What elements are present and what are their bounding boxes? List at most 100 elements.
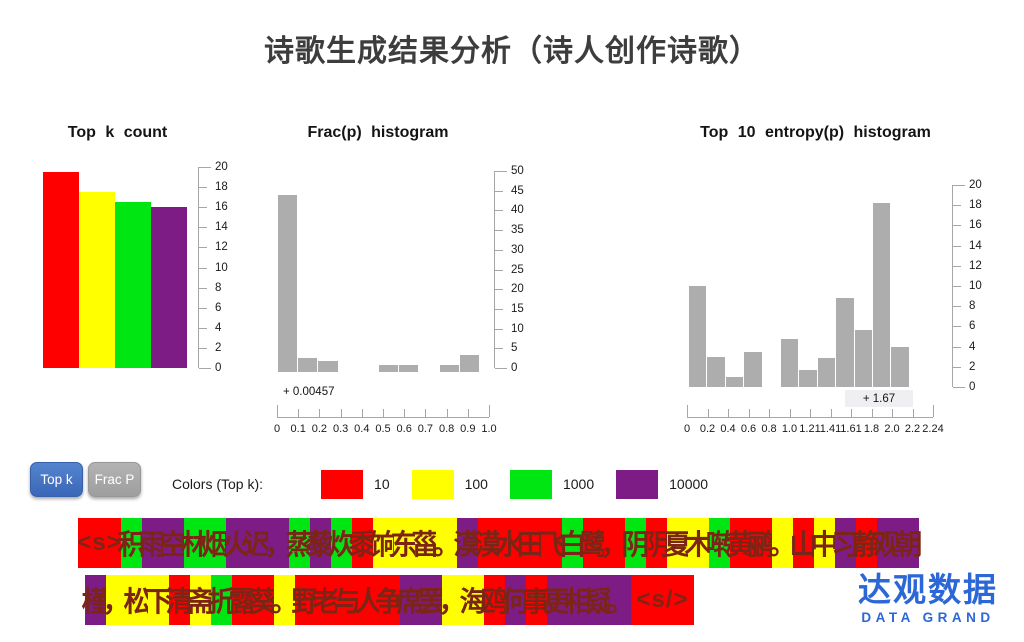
x-tick xyxy=(851,409,852,417)
y-tick-label: 15 xyxy=(511,302,524,315)
topk-bars xyxy=(43,167,189,368)
x-tick-label: 0.6 xyxy=(396,423,412,435)
topk-bar-10 xyxy=(43,172,79,368)
y-tick xyxy=(199,327,207,329)
y-tick-label: 18 xyxy=(969,199,982,212)
poem-char: 。 xyxy=(769,518,797,568)
y-tick-label: 20 xyxy=(511,283,524,296)
topk-button[interactable]: Top k xyxy=(30,462,83,497)
poem-char: 东 xyxy=(391,518,419,568)
poem-char: 海 xyxy=(460,575,488,625)
entropy-x-axis: 0 0.2 0.4 0.6 0.8 1.0 1.21 1.41 1.61 1.8 2.0 2.2 2.2… xyxy=(684,405,944,435)
x-tick-label: 2.0 xyxy=(884,423,900,435)
histogram-bar xyxy=(798,370,818,387)
logo-english-name: DATA GRAND xyxy=(861,610,995,625)
histogram-bar xyxy=(871,203,892,387)
x-tick xyxy=(277,405,278,417)
y-tick-label: 6 xyxy=(969,320,976,333)
poem-char: 木 xyxy=(685,518,713,568)
y-tick-label: 10 xyxy=(969,280,982,292)
poem-char: 藜 xyxy=(307,518,335,568)
x-tick xyxy=(383,409,384,417)
y-axis-line xyxy=(494,171,495,368)
y-tick-label: 8 xyxy=(969,300,976,313)
poem-char: ， xyxy=(601,518,629,568)
y-tick xyxy=(953,225,961,227)
topk-bar-1000 xyxy=(115,202,151,368)
y-tick-label: 4 xyxy=(215,321,222,334)
y-tick xyxy=(495,249,503,251)
x-tick-label: 0.1 xyxy=(290,423,306,435)
entropy-y-axis: 20 18 16 14 12 10 8 6 4 2 0 xyxy=(952,179,998,393)
x-tick-label: 0.4 xyxy=(720,423,736,435)
y-tick-label: 50 xyxy=(511,165,524,177)
y-tick-label: 16 xyxy=(215,201,228,214)
poem-char: 白 xyxy=(559,518,587,568)
poem-char: 鹂 xyxy=(748,518,776,568)
y-tick xyxy=(199,227,207,229)
y-tick xyxy=(495,328,503,330)
y-tick-label: 25 xyxy=(511,263,524,276)
y-tick-label: 12 xyxy=(969,259,982,272)
legend-swatch-10 xyxy=(321,469,364,499)
poem-char: 。 xyxy=(433,518,461,568)
fracp-button[interactable]: Frac P xyxy=(88,462,141,497)
histogram-bar xyxy=(317,361,339,372)
poem-char: 林 xyxy=(181,518,209,568)
x-tick xyxy=(425,409,427,417)
topk-chart-title: Top k count xyxy=(67,124,168,141)
x-tick-label: 1.0 xyxy=(481,423,497,435)
poem-char: 老 xyxy=(313,575,341,625)
x-tick xyxy=(748,409,750,417)
x-tick-label: 1.8 xyxy=(863,423,880,435)
poem-line-2: 槿，松下清斋折露葵。野老与人争席罢，海鸥何事更相疑。 <s/> xyxy=(82,575,694,625)
x-tick-label: 0.2 xyxy=(311,423,328,435)
legend-value: 10000 xyxy=(669,476,709,492)
poem-char: 槿 xyxy=(82,575,110,625)
histogram-bar xyxy=(297,358,319,372)
legend-swatch-1000 xyxy=(509,469,552,499)
histogram-bar xyxy=(277,195,299,372)
x-tick-label: 1.41 xyxy=(819,423,842,435)
poem-char: 席 xyxy=(397,575,425,625)
poem-char: <s/> xyxy=(631,575,694,625)
poem-char: 田 xyxy=(517,518,545,568)
legend-item: 10 xyxy=(321,469,390,499)
y-tick xyxy=(953,286,961,287)
legend-item: 100 xyxy=(411,469,488,499)
histogram-bar xyxy=(743,352,763,387)
y-tick-label: 0 xyxy=(969,381,976,393)
x-tick-label: 0.3 xyxy=(332,423,349,435)
y-tick-label: 10 xyxy=(511,322,524,335)
poem-char: 露 xyxy=(229,575,257,625)
x-tick-label: 0.8 xyxy=(761,423,777,435)
y-tick-label: 18 xyxy=(215,181,228,194)
poem-char: 中 xyxy=(811,518,839,568)
histogram-bar xyxy=(724,377,745,387)
x-axis-line xyxy=(687,417,933,418)
x-tick-label: 0 xyxy=(273,423,281,435)
x-tick-label: 2.2 xyxy=(904,423,921,435)
legend-value: 10 xyxy=(374,476,390,492)
topk-color-legend: Colors (Top k): 10 100 1000 10000 xyxy=(172,468,730,500)
y-axis-line xyxy=(198,167,199,368)
poem-char: 啭 xyxy=(706,518,734,568)
poem-char: 鹭 xyxy=(580,518,608,568)
x-tick xyxy=(728,409,729,417)
x-tick xyxy=(361,409,363,417)
poem-char: 鸥 xyxy=(481,575,509,625)
histogram-bar xyxy=(458,355,480,372)
poem-char: 习 xyxy=(832,518,860,568)
entropy-offset-annotation: + 1.67 xyxy=(845,390,913,407)
y-tick xyxy=(495,289,503,291)
x-tick xyxy=(687,405,688,417)
y-tick-label: 2 xyxy=(969,360,976,373)
x-tick-label: 1.21 xyxy=(799,423,821,435)
poem-char: ， xyxy=(265,518,293,568)
fracp-y-axis: 50 45 40 35 30 25 20 15 10 5 0 xyxy=(494,165,540,374)
poem-char: 观 xyxy=(874,518,902,568)
y-tick xyxy=(953,185,965,186)
y-tick-label: 6 xyxy=(215,301,222,314)
y-tick xyxy=(953,387,965,388)
